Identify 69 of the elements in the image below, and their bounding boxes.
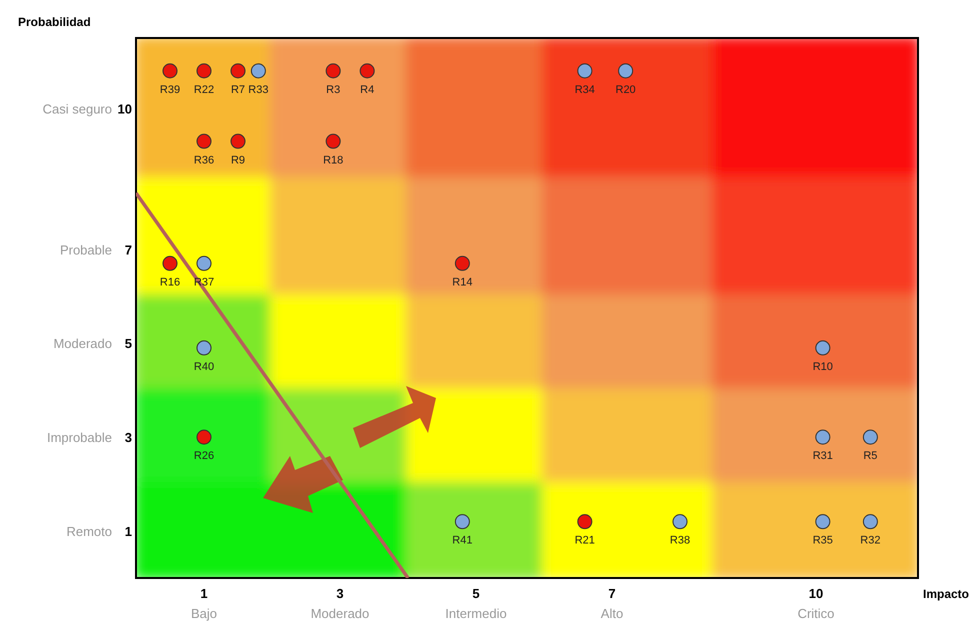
point (815, 514, 830, 530)
point (454, 256, 470, 271)
text: Improbable (46, 430, 112, 446)
x-tick-label: 10 (808, 586, 824, 601)
point (454, 514, 470, 530)
text: Probable (60, 242, 112, 258)
x-tick-label: 7 (608, 586, 616, 601)
data-label: R3 (326, 84, 340, 96)
text: Moderado (310, 606, 370, 621)
text: Alto (600, 606, 624, 621)
data-label: R26 (194, 450, 214, 462)
point (862, 430, 878, 445)
point (162, 63, 178, 78)
point (326, 63, 341, 78)
point (618, 63, 634, 78)
text: Intermedio (445, 606, 507, 621)
data-label: R38 (670, 534, 690, 547)
data-label: R41 (452, 534, 472, 547)
data-label: R10 (812, 360, 833, 373)
point (230, 63, 246, 78)
data-label: R34 (574, 84, 595, 96)
data-label: R32 (860, 534, 880, 547)
text: Bajo (190, 606, 218, 621)
x-tick-label: 5 (472, 586, 480, 601)
point (250, 63, 266, 78)
x-tick-label: 3 (336, 586, 344, 601)
x-tick-label: 1 (200, 586, 208, 601)
point (672, 514, 688, 530)
point (196, 430, 212, 445)
point (577, 514, 592, 530)
point (577, 63, 592, 78)
point (196, 256, 212, 271)
y-tick-label: 1 (124, 524, 132, 540)
text: Remoto (66, 524, 112, 540)
y-tick-label: 7 (124, 242, 132, 258)
y-tick-label: 3 (124, 430, 132, 446)
data-label: R35 (812, 534, 833, 547)
point (815, 430, 830, 445)
text: Casi seguro (42, 101, 112, 116)
y-tick-label: 5 (124, 336, 132, 352)
point (162, 256, 178, 271)
text: Critico (798, 606, 834, 621)
data-label: R33 (248, 84, 268, 96)
data-label: R39 (160, 84, 180, 96)
point (196, 63, 212, 78)
data-label: R21 (574, 534, 595, 547)
data-label: R9 (230, 154, 246, 166)
data-label: R31 (812, 450, 833, 462)
point (815, 340, 830, 356)
point (326, 134, 341, 149)
data-label: R36 (194, 154, 214, 166)
y-tick-label: 10 (118, 101, 132, 116)
data-label: R20 (616, 84, 636, 96)
point (196, 340, 212, 356)
x-axis-title: Impacto (923, 587, 970, 601)
point (862, 514, 878, 530)
y-axis-title: Probabilidad (18, 15, 91, 29)
data-label: R22 (194, 84, 214, 96)
point (230, 134, 246, 149)
data-label: R18 (323, 154, 344, 166)
data-label: R5 (863, 450, 878, 462)
data-label: R40 (194, 360, 214, 373)
point (196, 134, 212, 149)
data-label: R14 (452, 276, 472, 288)
point (360, 63, 375, 78)
text: Moderado (53, 336, 112, 352)
data-label: R4 (360, 84, 374, 96)
data-label: R16 (160, 276, 180, 288)
data-label: R7 (230, 84, 246, 96)
